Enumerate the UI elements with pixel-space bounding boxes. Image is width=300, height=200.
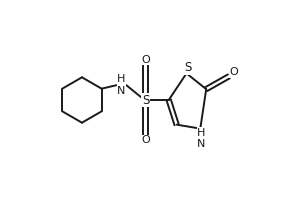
Text: S: S — [142, 94, 149, 106]
Text: H
N: H N — [197, 128, 206, 149]
Text: O: O — [141, 55, 150, 65]
Text: S: S — [184, 61, 191, 74]
Text: O: O — [141, 135, 150, 145]
Text: H
N: H N — [117, 74, 126, 96]
Text: O: O — [230, 67, 238, 77]
